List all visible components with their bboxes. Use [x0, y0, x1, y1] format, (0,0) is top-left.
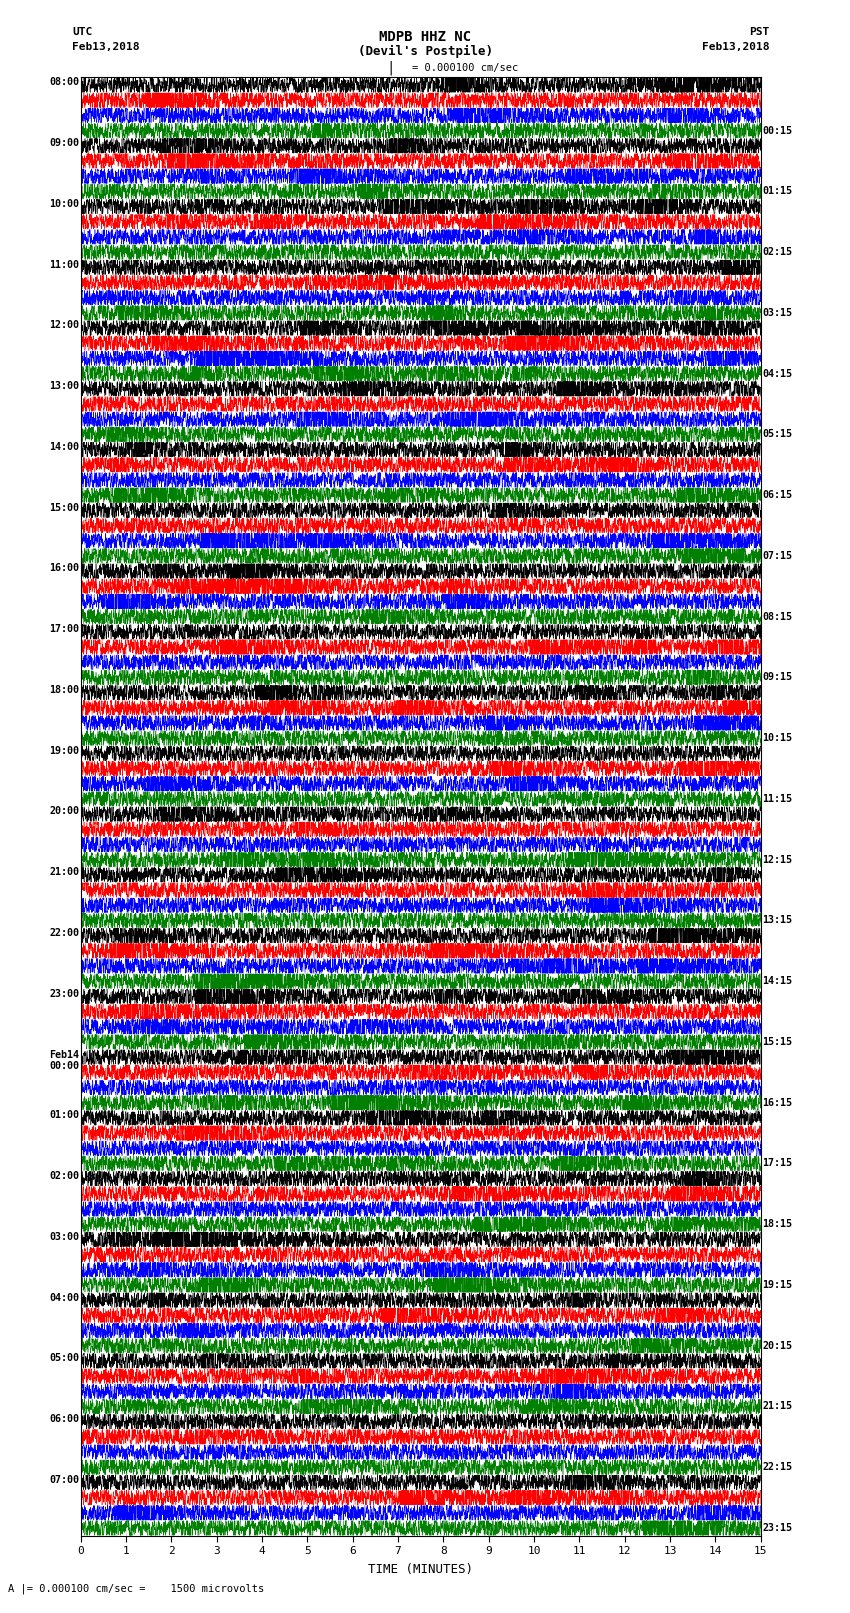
Text: 08:00: 08:00 — [49, 77, 79, 87]
Text: 15:15: 15:15 — [762, 1037, 792, 1047]
Text: 19:15: 19:15 — [762, 1281, 792, 1290]
Text: 00:15: 00:15 — [762, 126, 792, 135]
Text: 22:00: 22:00 — [49, 927, 79, 939]
Text: 12:15: 12:15 — [762, 855, 792, 865]
Text: 08:15: 08:15 — [762, 611, 792, 621]
Text: 04:00: 04:00 — [49, 1292, 79, 1303]
Text: 23:15: 23:15 — [762, 1523, 792, 1532]
Text: 17:15: 17:15 — [762, 1158, 792, 1168]
Text: MDPB HHZ NC: MDPB HHZ NC — [379, 31, 471, 44]
X-axis label: TIME (MINUTES): TIME (MINUTES) — [368, 1563, 473, 1576]
Text: 10:15: 10:15 — [762, 734, 792, 744]
Text: 14:15: 14:15 — [762, 976, 792, 986]
Text: 14:00: 14:00 — [49, 442, 79, 452]
Text: 13:00: 13:00 — [49, 381, 79, 392]
Text: 12:00: 12:00 — [49, 321, 79, 331]
Text: 22:15: 22:15 — [762, 1463, 792, 1473]
Text: = 0.000100 cm/sec: = 0.000100 cm/sec — [412, 63, 518, 73]
Text: 19:00: 19:00 — [49, 745, 79, 756]
Text: 15:00: 15:00 — [49, 503, 79, 513]
Text: 06:15: 06:15 — [762, 490, 792, 500]
Text: 05:15: 05:15 — [762, 429, 792, 439]
Text: 20:00: 20:00 — [49, 806, 79, 816]
Text: 16:15: 16:15 — [762, 1098, 792, 1108]
Text: 03:00: 03:00 — [49, 1232, 79, 1242]
Text: 07:15: 07:15 — [762, 552, 792, 561]
Text: UTC: UTC — [72, 27, 93, 37]
Text: 01:15: 01:15 — [762, 187, 792, 197]
Text: |: | — [387, 61, 395, 74]
Text: Feb13,2018: Feb13,2018 — [702, 42, 769, 52]
Text: 07:00: 07:00 — [49, 1474, 79, 1486]
Text: 21:15: 21:15 — [762, 1402, 792, 1411]
Text: 23:00: 23:00 — [49, 989, 79, 998]
Text: 09:00: 09:00 — [49, 139, 79, 148]
Text: 18:15: 18:15 — [762, 1219, 792, 1229]
Text: 02:00: 02:00 — [49, 1171, 79, 1181]
Text: 10:00: 10:00 — [49, 198, 79, 210]
Text: 11:00: 11:00 — [49, 260, 79, 269]
Text: 06:00: 06:00 — [49, 1415, 79, 1424]
Text: 05:00: 05:00 — [49, 1353, 79, 1363]
Text: 03:15: 03:15 — [762, 308, 792, 318]
Text: PST: PST — [749, 27, 769, 37]
Text: Feb13,2018: Feb13,2018 — [72, 42, 139, 52]
Text: 04:15: 04:15 — [762, 369, 792, 379]
Text: 01:00: 01:00 — [49, 1110, 79, 1121]
Text: 09:15: 09:15 — [762, 673, 792, 682]
Text: 21:00: 21:00 — [49, 868, 79, 877]
Text: 18:00: 18:00 — [49, 686, 79, 695]
Text: 20:15: 20:15 — [762, 1340, 792, 1350]
Text: 17:00: 17:00 — [49, 624, 79, 634]
Text: 02:15: 02:15 — [762, 247, 792, 256]
Text: 13:15: 13:15 — [762, 916, 792, 926]
Text: 16:00: 16:00 — [49, 563, 79, 574]
Text: 11:15: 11:15 — [762, 794, 792, 803]
Text: Feb14
00:00: Feb14 00:00 — [49, 1050, 79, 1071]
Text: (Devil's Postpile): (Devil's Postpile) — [358, 45, 492, 58]
Text: A |= 0.000100 cm/sec =    1500 microvolts: A |= 0.000100 cm/sec = 1500 microvolts — [8, 1584, 264, 1594]
